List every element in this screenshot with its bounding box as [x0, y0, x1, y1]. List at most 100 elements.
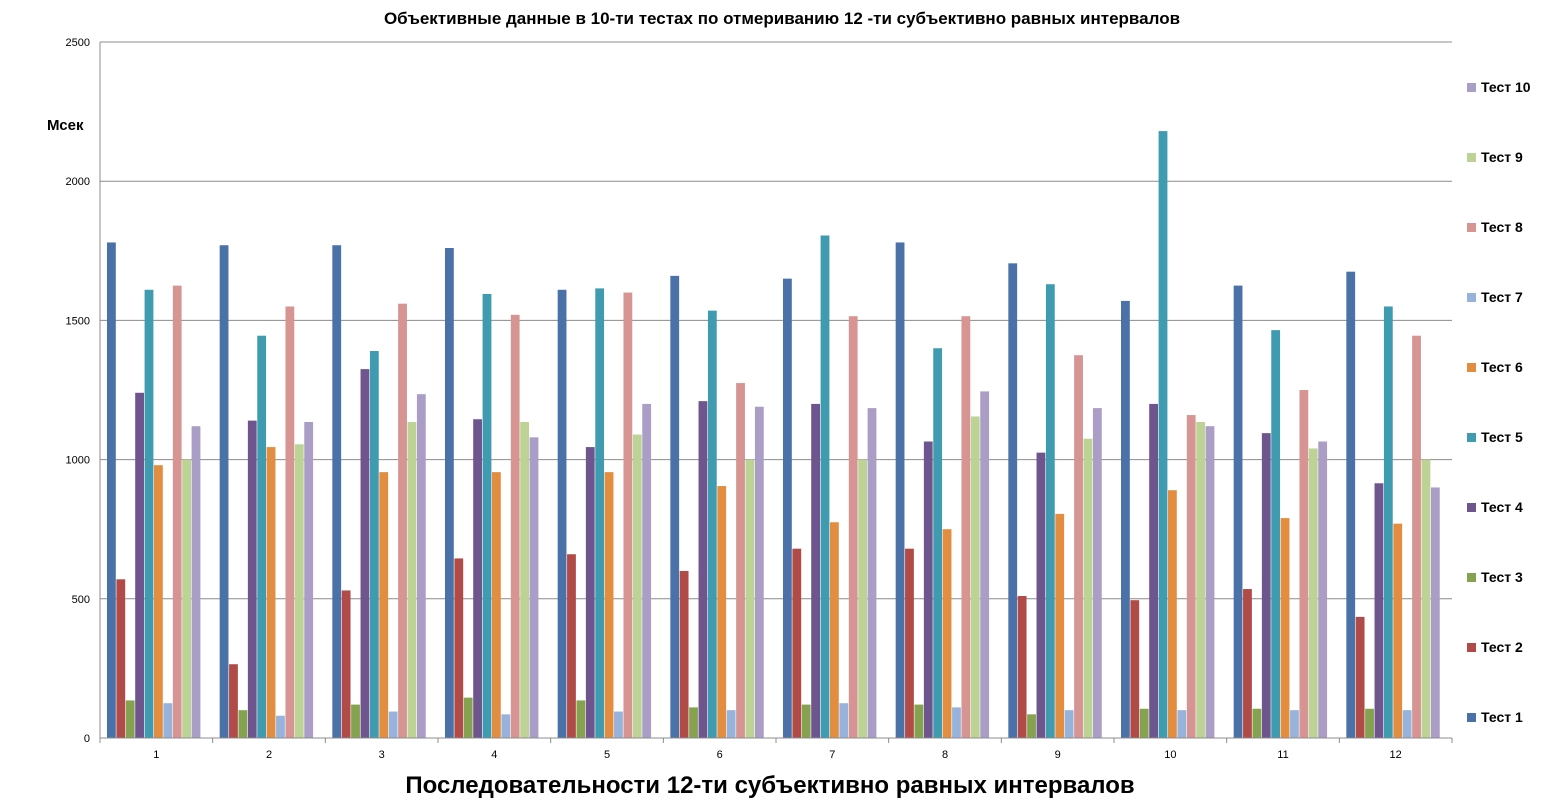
bar [952, 707, 961, 738]
bar [1346, 271, 1356, 738]
bar [107, 242, 116, 738]
series-7 [163, 703, 1412, 738]
series-2 [116, 548, 1365, 738]
bar [1139, 708, 1149, 738]
bar [219, 245, 229, 738]
x-tick-labels: 1 2 3 4 5 6 7 8 9 10 11 12 [153, 749, 1402, 761]
bar [1196, 422, 1205, 738]
bar [1205, 426, 1215, 738]
bar [1092, 408, 1102, 738]
bar [1261, 433, 1271, 738]
bar [623, 292, 633, 738]
bar [698, 401, 708, 738]
x-tick-label: 4 [491, 749, 497, 761]
bar [135, 392, 144, 738]
bar [614, 711, 623, 738]
legend-label: Тест 9 [1481, 149, 1523, 165]
bar [745, 459, 755, 738]
bar [1055, 513, 1065, 738]
legend-item: Тест 6 [1467, 359, 1523, 375]
bar [820, 235, 830, 738]
bar [726, 710, 736, 738]
bar [1158, 131, 1168, 738]
bar [379, 472, 389, 738]
bar [1383, 306, 1393, 738]
x-tick-label: 11 [1277, 749, 1288, 761]
x-tick-label: 6 [717, 749, 723, 761]
bar [1374, 483, 1384, 738]
bar [923, 441, 933, 738]
bar [858, 459, 867, 738]
bar [557, 289, 567, 738]
legend-label: Тест 10 [1481, 79, 1531, 95]
bar [501, 714, 511, 738]
bar [116, 579, 126, 738]
bar [1402, 710, 1412, 738]
bar [1393, 523, 1403, 738]
legend-swatch [1467, 153, 1476, 162]
bar [905, 548, 914, 738]
bar [351, 704, 360, 738]
bar [529, 437, 539, 738]
legend-item: Тест 7 [1467, 289, 1523, 305]
bar [1186, 415, 1196, 738]
bar [473, 419, 482, 738]
bar [407, 422, 417, 738]
legend-item: Тест 2 [1467, 639, 1523, 655]
x-axis-label: Последовательности 12-ти субъективно рав… [405, 772, 1134, 799]
legend-swatch [1467, 643, 1476, 652]
bar [1074, 355, 1083, 738]
bar [679, 570, 689, 738]
bar [707, 310, 717, 738]
bar [154, 465, 163, 738]
legend-item: Тест 4 [1467, 499, 1523, 515]
bar [125, 700, 135, 738]
bar [266, 447, 276, 738]
legend-item: Тест 8 [1467, 219, 1523, 235]
bar [1430, 487, 1440, 738]
y-tick-label: 0 [84, 733, 90, 745]
legend-label: Тест 6 [1481, 359, 1523, 375]
bar [736, 383, 745, 738]
bar [492, 472, 501, 738]
x-tick-label: 3 [379, 749, 385, 761]
bar [510, 314, 520, 738]
x-tick-label: 2 [266, 749, 272, 761]
bar [1064, 710, 1074, 738]
axes [99, 42, 1453, 743]
bar [867, 408, 877, 738]
legend-item: Тест 5 [1467, 429, 1523, 445]
legend-label: Тест 3 [1481, 569, 1523, 585]
legend-item: Тест 10 [1467, 79, 1531, 95]
bar [1149, 403, 1158, 738]
x-tick-label: 8 [942, 749, 948, 761]
series-8 [172, 285, 1421, 738]
bars-group [107, 131, 1440, 739]
bar [445, 248, 454, 739]
bar [1280, 518, 1290, 738]
bar [717, 486, 727, 738]
bar [229, 664, 238, 738]
bar [482, 293, 492, 738]
bar [1299, 390, 1309, 738]
series-10 [191, 391, 1440, 738]
legend-swatch [1467, 573, 1476, 582]
y-tick-label: 1000 [66, 455, 90, 467]
y-tick-labels: 0 500 1000 1500 2000 2500 [66, 37, 90, 745]
bar [942, 529, 952, 738]
bar [247, 420, 257, 738]
bar [895, 242, 905, 738]
chart-title: Объективные данные в 10-ти тестах по отм… [384, 9, 1180, 28]
bar [792, 548, 802, 738]
y-tick-label: 2000 [66, 176, 90, 188]
bar [980, 391, 990, 738]
bar [285, 306, 295, 738]
bar [783, 278, 792, 738]
legend-label: Тест 7 [1481, 289, 1523, 305]
bar [304, 422, 314, 738]
series-5 [144, 131, 1393, 738]
legend-swatch [1467, 223, 1476, 232]
bar [811, 403, 820, 738]
bar [1412, 335, 1421, 738]
bar [970, 416, 980, 738]
